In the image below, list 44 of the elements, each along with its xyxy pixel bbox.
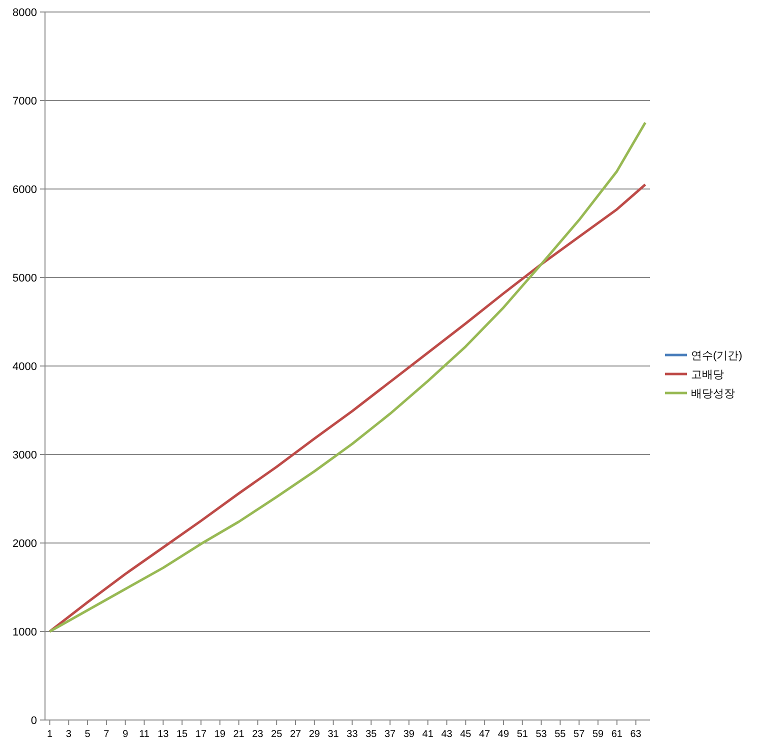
x-tick-label: 7 bbox=[104, 729, 110, 740]
x-tick-label: 43 bbox=[441, 729, 453, 740]
y-tick-label: 0 bbox=[30, 715, 37, 727]
x-tick-label: 57 bbox=[574, 729, 586, 740]
x-tick-label: 29 bbox=[308, 729, 320, 740]
x-tick-label: 5 bbox=[84, 729, 91, 740]
y-tick-label: 2000 bbox=[12, 538, 37, 550]
x-tick-label: 53 bbox=[536, 729, 548, 740]
x-tick-label: 11 bbox=[139, 729, 150, 740]
x-tick-label: 1 bbox=[46, 729, 53, 740]
x-tick-label: 49 bbox=[498, 729, 510, 740]
y-tick-label: 8000 bbox=[12, 7, 37, 19]
legend-label: 고배당 bbox=[691, 369, 724, 381]
y-tick-label: 1000 bbox=[12, 626, 37, 638]
x-tick-label: 45 bbox=[460, 729, 472, 740]
x-tick-label: 13 bbox=[158, 729, 170, 740]
x-tick-label: 25 bbox=[271, 729, 283, 740]
x-tick-label: 59 bbox=[592, 729, 604, 740]
x-tick-label: 3 bbox=[66, 729, 72, 740]
y-tick-label: 6000 bbox=[12, 184, 37, 196]
legend-label: 연수(기간) bbox=[691, 350, 742, 362]
x-tick-label: 21 bbox=[233, 729, 245, 740]
x-tick-label: 33 bbox=[346, 729, 358, 740]
x-tick-label: 55 bbox=[554, 729, 566, 740]
x-tick-label: 41 bbox=[422, 729, 434, 740]
x-tick-label: 61 bbox=[611, 729, 623, 740]
x-tick-label: 63 bbox=[630, 729, 642, 740]
y-tick-label: 4000 bbox=[12, 361, 37, 373]
x-tick-label: 35 bbox=[366, 729, 378, 740]
x-tick-label: 27 bbox=[290, 729, 302, 740]
x-tick-label: 17 bbox=[195, 729, 207, 740]
x-tick-label: 37 bbox=[384, 729, 396, 740]
x-tick-label: 31 bbox=[328, 729, 340, 740]
x-tick-label: 19 bbox=[214, 729, 226, 740]
x-tick-label: 47 bbox=[479, 729, 491, 740]
x-tick-label: 51 bbox=[516, 729, 528, 740]
legend-label: 배당성장 bbox=[691, 388, 735, 400]
x-tick-label: 15 bbox=[176, 729, 188, 740]
x-tick-label: 23 bbox=[252, 729, 264, 740]
y-tick-label: 3000 bbox=[12, 450, 37, 462]
x-tick-label: 39 bbox=[403, 729, 415, 740]
y-tick-label: 7000 bbox=[12, 96, 37, 108]
y-tick-label: 5000 bbox=[12, 272, 37, 284]
x-tick-label: 9 bbox=[122, 729, 129, 740]
